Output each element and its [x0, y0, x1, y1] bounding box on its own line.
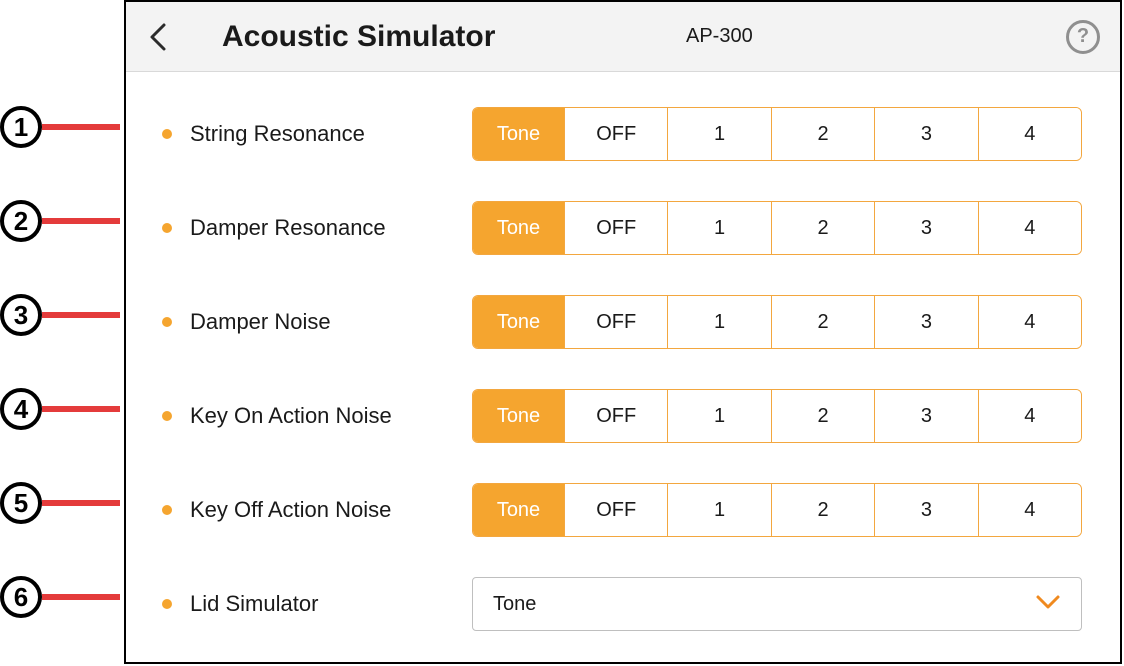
header-bar: Acoustic Simulator AP-300 ?: [126, 2, 1120, 72]
segment-key-on-action-noise: Tone OFF 1 2 3 4: [472, 389, 1082, 443]
bullet-icon: [162, 223, 172, 233]
callout-line: [42, 312, 120, 318]
segment-option-2[interactable]: 2: [772, 202, 875, 254]
bullet-icon: [162, 411, 172, 421]
back-button[interactable]: [134, 13, 182, 61]
callout-line: [42, 406, 120, 412]
row-key-on-action-noise: Key On Action Noise Tone OFF 1 2 3 4: [162, 388, 1084, 444]
segment-option-off[interactable]: OFF: [565, 484, 668, 536]
segment-damper-noise: Tone OFF 1 2 3 4: [472, 295, 1082, 349]
callout-number: 4: [0, 388, 42, 430]
segment-option-2[interactable]: 2: [772, 296, 875, 348]
callout-2: 2: [0, 200, 120, 242]
segment-option-tone[interactable]: Tone: [473, 296, 565, 348]
segment-option-2[interactable]: 2: [772, 108, 875, 160]
help-button[interactable]: ?: [1066, 20, 1100, 54]
segment-option-3[interactable]: 3: [875, 108, 978, 160]
segment-option-tone[interactable]: Tone: [473, 202, 565, 254]
segment-option-off[interactable]: OFF: [565, 202, 668, 254]
callout-line: [42, 124, 120, 130]
callout-line: [42, 500, 120, 506]
segment-option-off[interactable]: OFF: [565, 296, 668, 348]
bullet-icon: [162, 317, 172, 327]
callout-number: 1: [0, 106, 42, 148]
segment-option-off[interactable]: OFF: [565, 390, 668, 442]
segment-option-4[interactable]: 4: [979, 484, 1081, 536]
segment-string-resonance: Tone OFF 1 2 3 4: [472, 107, 1082, 161]
chevron-left-icon: [148, 21, 168, 53]
row-label: Key On Action Noise: [190, 403, 472, 429]
bullet-icon: [162, 129, 172, 139]
chevron-down-icon: [1035, 593, 1061, 616]
dropdown-lid-simulator[interactable]: Tone: [472, 577, 1082, 631]
callout-6: 6: [0, 576, 120, 618]
callout-number: 3: [0, 294, 42, 336]
segment-option-3[interactable]: 3: [875, 390, 978, 442]
segment-option-1[interactable]: 1: [668, 296, 771, 348]
page-title: Acoustic Simulator: [222, 20, 495, 54]
bullet-icon: [162, 599, 172, 609]
segment-option-2[interactable]: 2: [772, 390, 875, 442]
row-label: Damper Resonance: [190, 215, 472, 241]
bullet-icon: [162, 505, 172, 515]
segment-option-4[interactable]: 4: [979, 108, 1081, 160]
segment-option-4[interactable]: 4: [979, 296, 1081, 348]
settings-body: String Resonance Tone OFF 1 2 3 4 Damper…: [126, 72, 1120, 662]
callout-1: 1: [0, 106, 120, 148]
segment-option-1[interactable]: 1: [668, 108, 771, 160]
segment-option-tone[interactable]: Tone: [473, 390, 565, 442]
row-label: Key Off Action Noise: [190, 497, 472, 523]
row-lid-simulator: Lid Simulator Tone: [162, 576, 1084, 632]
segment-damper-resonance: Tone OFF 1 2 3 4: [472, 201, 1082, 255]
row-label: Damper Noise: [190, 309, 472, 335]
segment-option-2[interactable]: 2: [772, 484, 875, 536]
segment-option-1[interactable]: 1: [668, 390, 771, 442]
row-damper-resonance: Damper Resonance Tone OFF 1 2 3 4: [162, 200, 1084, 256]
segment-option-4[interactable]: 4: [979, 202, 1081, 254]
device-name: AP-300: [686, 25, 753, 48]
row-key-off-action-noise: Key Off Action Noise Tone OFF 1 2 3 4: [162, 482, 1084, 538]
help-icon: ?: [1077, 25, 1089, 48]
callout-number: 6: [0, 576, 42, 618]
callout-line: [42, 594, 120, 600]
segment-option-1[interactable]: 1: [668, 484, 771, 536]
callout-number: 2: [0, 200, 42, 242]
segment-option-off[interactable]: OFF: [565, 108, 668, 160]
callout-5: 5: [0, 482, 120, 524]
callout-4: 4: [0, 388, 120, 430]
row-damper-noise: Damper Noise Tone OFF 1 2 3 4: [162, 294, 1084, 350]
settings-panel: Acoustic Simulator AP-300 ? String Reson…: [124, 0, 1122, 664]
row-label: String Resonance: [190, 121, 472, 147]
segment-key-off-action-noise: Tone OFF 1 2 3 4: [472, 483, 1082, 537]
segment-option-3[interactable]: 3: [875, 202, 978, 254]
dropdown-value: Tone: [493, 593, 536, 616]
segment-option-tone[interactable]: Tone: [473, 484, 565, 536]
row-string-resonance: String Resonance Tone OFF 1 2 3 4: [162, 106, 1084, 162]
segment-option-3[interactable]: 3: [875, 484, 978, 536]
callout-line: [42, 218, 120, 224]
segment-option-3[interactable]: 3: [875, 296, 978, 348]
segment-option-1[interactable]: 1: [668, 202, 771, 254]
segment-option-tone[interactable]: Tone: [473, 108, 565, 160]
callout-number: 5: [0, 482, 42, 524]
segment-option-4[interactable]: 4: [979, 390, 1081, 442]
row-label: Lid Simulator: [190, 591, 472, 617]
callout-3: 3: [0, 294, 120, 336]
